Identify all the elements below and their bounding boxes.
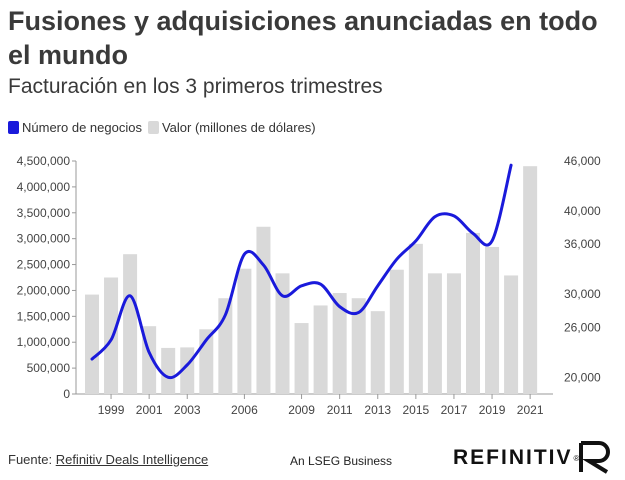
x-tick-label: 2021 (517, 403, 544, 417)
y-left-tick-label: 4,500,000 (17, 154, 71, 168)
bar-2002 (161, 347, 176, 394)
legend-label-line: Número de negocios (22, 120, 142, 135)
y-right-tick-label: 26,000 (564, 320, 601, 334)
brand-trademark: ® (573, 453, 580, 463)
y-right-tick-label: 20,000 (564, 370, 601, 384)
y-left-tick-label: 3,500,000 (17, 206, 71, 220)
bar-2020 (504, 275, 519, 394)
x-tick-label: 2001 (136, 403, 163, 417)
y-left-tick-label: 1,000,000 (17, 335, 71, 349)
bar-2013 (370, 311, 385, 394)
x-tick-label: 1999 (98, 403, 125, 417)
chart-subtitle: Facturación en los 3 primeros trimestres (8, 75, 383, 98)
bar-2016 (427, 273, 442, 394)
brand-wordmark: REFINITIV ® (453, 446, 579, 470)
source-prefix: Fuente: (8, 452, 56, 467)
chart-title: Fusiones y adquisiciones anunciadas en t… (8, 6, 598, 70)
bar-2011 (332, 293, 347, 394)
business-note: An LSEG Business (290, 454, 393, 468)
bar-2019 (485, 246, 500, 394)
x-tick-label: 2013 (364, 403, 391, 417)
bar-2021 (523, 166, 538, 394)
legend: Número de negocios Valor (millones de dó… (8, 120, 322, 135)
chart-plot: 0 500,000 1,000,000 1,500,000 2,000,000 2,500… (17, 154, 601, 417)
source-link[interactable]: Refinitiv Deals Intelligence (55, 452, 209, 467)
bar-2009 (294, 323, 309, 394)
y-left-tick-label: 4,000,000 (17, 180, 71, 194)
bar-2015 (408, 243, 423, 394)
line-series-deals (90, 163, 513, 380)
legend-item-bar: Valor (millones de dólares) (147, 120, 316, 135)
y-right-tick-label: 36,000 (564, 237, 601, 251)
legend-swatch-bar (147, 121, 159, 134)
y-right-tick-label: 40,000 (564, 204, 601, 218)
y-left-tick-label: 2,500,000 (17, 258, 71, 272)
y-left-tick-label: 0 (63, 387, 70, 401)
legend-swatch-line (8, 121, 19, 134)
refinitiv-logo-icon (579, 441, 610, 474)
y-right-tick-label: 46,000 (564, 154, 601, 168)
y-right-tick-label: 30,000 (564, 287, 601, 301)
bar-2012 (351, 298, 366, 394)
y-left-tick-label: 2,000,000 (17, 283, 71, 297)
x-tick-label: 2019 (479, 403, 506, 417)
footer-source: Fuente: Refinitiv Deals Intelligence (8, 452, 208, 467)
bar-1998 (85, 294, 99, 394)
bar-2007 (256, 226, 271, 394)
x-tick-label: 2017 (441, 403, 468, 417)
legend-item-line: Número de negocios (8, 120, 142, 135)
bar-2010 (313, 305, 328, 394)
x-tick-label: 2009 (288, 403, 315, 417)
x-tick-label: 2015 (402, 403, 429, 417)
y-left-tick-label: 1,500,000 (17, 309, 71, 323)
y-left-tick-label: 3,000,000 (17, 232, 71, 246)
legend-label-bar: Valor (millones de dólares) (161, 120, 316, 135)
x-tick-label: 2011 (327, 403, 353, 417)
bar-2014 (389, 269, 404, 394)
x-tick-label: 2003 (174, 403, 201, 417)
brand-name: REFINITIV (453, 446, 573, 469)
bar-2008 (275, 273, 290, 394)
bar-2006 (237, 268, 252, 394)
bar-2018 (466, 232, 480, 394)
bar-1999 (104, 277, 119, 394)
x-tick-label: 2006 (231, 403, 258, 417)
y-left-tick-label: 500,000 (27, 361, 71, 375)
bar-2000 (123, 254, 138, 394)
bar-2017 (446, 273, 461, 394)
